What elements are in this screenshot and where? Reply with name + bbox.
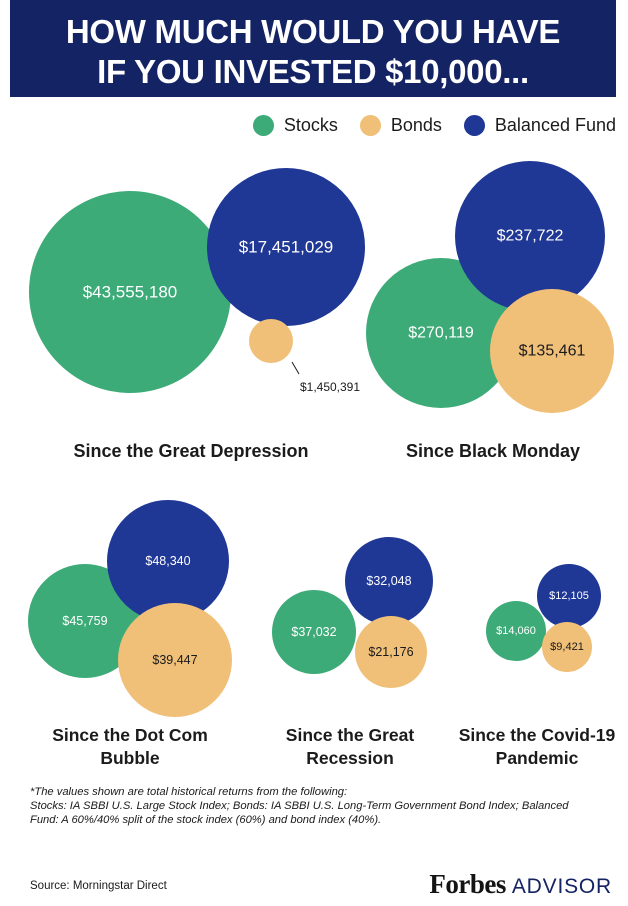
bubble-balanced-fund bbox=[107, 500, 229, 622]
bubble-group-since-the-covid-19-pandemic: $14,060 $12,105 $9,421 Since the Covid-19 Pa… bbox=[459, 564, 616, 768]
legend: Stocks Bonds Balanced Fund bbox=[231, 112, 616, 138]
chart-caption: Since the Great Depression bbox=[73, 441, 308, 461]
legend-label-balanced-fund: Balanced Fund bbox=[494, 114, 616, 135]
forbes-advisor-logo: Forbes ADVISOR bbox=[429, 869, 612, 900]
value-label-bonds: $1,450,391 bbox=[300, 380, 360, 394]
legend-item-bonds: Bonds bbox=[359, 114, 442, 136]
legend-label-stocks: Stocks bbox=[283, 114, 338, 135]
source-note: Source: Morningstar Direct bbox=[30, 880, 167, 892]
value-label-stocks: $270,119 bbox=[408, 325, 474, 342]
bubble-balanced-fund bbox=[207, 168, 365, 326]
bubble-bonds bbox=[355, 616, 427, 688]
value-label-balanced-fund: $32,048 bbox=[366, 574, 411, 588]
legend-swatch-stocks bbox=[252, 114, 274, 136]
footnote-line-1: *The values shown are total historical r… bbox=[30, 786, 348, 798]
bubble-group-since-black-monday: $270,119 $237,722 $135,461 Since Black Mond… bbox=[366, 161, 614, 461]
bubble-stocks bbox=[28, 564, 142, 678]
footnote-line-3: Fund: A 60%/40% split of the stock index… bbox=[30, 814, 382, 827]
chart-caption-line-2: Bubble bbox=[100, 748, 160, 768]
bubble-group-since-the-great-recession: $37,032 $32,048 $21,176 Since the Great Rece… bbox=[272, 537, 433, 768]
bubble-charts: $43,555,180 $17,451,029 $1,450,391 Since th… bbox=[28, 161, 616, 768]
legend-swatch-bonds bbox=[359, 114, 381, 136]
legend-label-bonds: Bonds bbox=[390, 114, 442, 135]
chart-caption: Since Black Monday bbox=[406, 441, 580, 461]
chart-caption-line-1: Since the Great bbox=[286, 725, 415, 745]
bubble-bonds bbox=[542, 622, 592, 672]
value-label-balanced-fund: $237,722 bbox=[497, 228, 564, 245]
title-banner: HOW MUCH WOULD YOU HAVE IF YOU INVESTED … bbox=[10, 0, 616, 97]
bubble-group-since-the-dot-com-bubble: $45,759 $48,340 $39,447 Since the Dot Com Bu… bbox=[28, 500, 232, 768]
footnote: *The values shown are total historical r… bbox=[30, 785, 620, 828]
chart-caption-line-1: Since the Covid-19 bbox=[459, 725, 616, 745]
value-label-bonds: $9,421 bbox=[550, 641, 584, 653]
value-label-balanced-fund: $48,340 bbox=[145, 554, 190, 568]
leader-line-bonds bbox=[291, 361, 300, 375]
bubble-balanced-fund bbox=[537, 564, 601, 628]
bubble-bonds bbox=[118, 603, 232, 717]
brand-suffix: ADVISOR bbox=[511, 875, 612, 898]
bubble-stocks bbox=[272, 590, 356, 674]
bubble-group-since-the-great-depression: $43,555,180 $17,451,029 $1,450,391 Since th… bbox=[29, 168, 365, 461]
bubble-bonds bbox=[249, 319, 293, 363]
legend-item-stocks: Stocks bbox=[252, 114, 338, 136]
page-title-line-1: HOW MUCH WOULD YOU HAVE bbox=[65, 13, 561, 50]
value-label-bonds: $39,447 bbox=[152, 653, 197, 667]
value-label-balanced-fund: $12,105 bbox=[549, 590, 589, 602]
value-label-stocks: $14,060 bbox=[496, 625, 536, 637]
footnote-line-2: Stocks: IA SBBI U.S. Large Stock Index; … bbox=[30, 800, 569, 813]
value-label-stocks: $37,032 bbox=[291, 625, 336, 639]
brand-name: Forbes bbox=[429, 869, 506, 899]
value-label-bonds: $135,461 bbox=[519, 343, 586, 360]
bubble-stocks bbox=[486, 601, 546, 661]
chart-caption-line-1: Since the Dot Com bbox=[52, 725, 208, 745]
legend-swatch-balanced-fund bbox=[463, 114, 485, 136]
value-label-bonds: $21,176 bbox=[368, 645, 413, 659]
page-title-line-2: IF YOU INVESTED $10,000... bbox=[97, 53, 529, 90]
value-label-stocks: $43,555,180 bbox=[83, 283, 178, 302]
chart-caption-line-2: Recession bbox=[306, 748, 394, 768]
bubble-balanced-fund bbox=[345, 537, 433, 625]
bubble-bonds bbox=[490, 289, 614, 413]
legend-item-balanced-fund: Balanced Fund bbox=[463, 114, 616, 136]
bubble-balanced-fund bbox=[455, 161, 605, 311]
bubble-stocks bbox=[29, 191, 231, 393]
value-label-stocks: $45,759 bbox=[62, 614, 107, 628]
chart-caption-line-2: Pandemic bbox=[496, 748, 579, 768]
value-label-balanced-fund: $17,451,029 bbox=[239, 238, 334, 257]
bubble-stocks bbox=[366, 258, 516, 408]
